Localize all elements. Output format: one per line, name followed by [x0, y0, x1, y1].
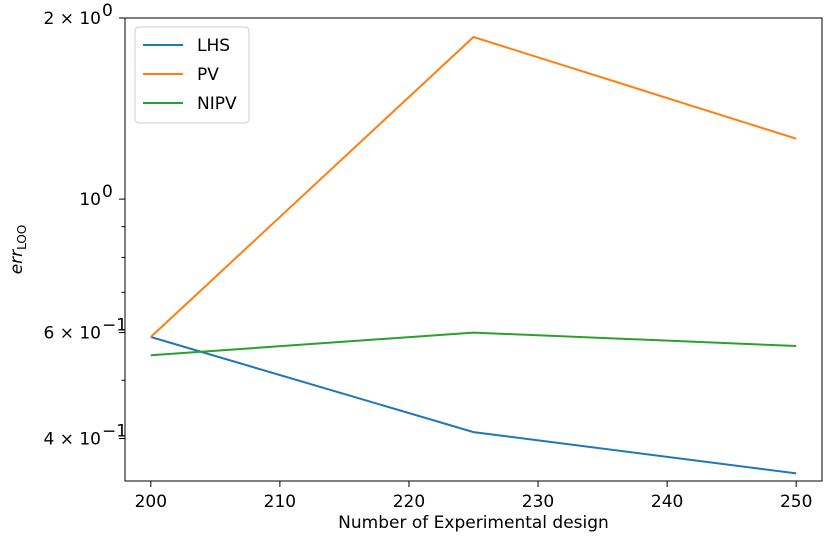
- y-axis-label-main: err: [7, 249, 27, 274]
- y-tick-exponent: −1: [102, 316, 127, 336]
- y-axis-label-subscript: LOO: [15, 225, 29, 250]
- y-axis-label: errLOO: [7, 225, 29, 275]
- x-tick-label: 230: [522, 492, 554, 512]
- legend-label-lhs: LHS: [197, 36, 230, 56]
- y-tick-label: 2 × 10: [44, 9, 102, 29]
- x-tick-label: 210: [264, 492, 296, 512]
- legend-box: [134, 26, 250, 124]
- legend: LHS PV NIPV: [134, 26, 250, 124]
- y-tick-exponent: 0: [102, 1, 113, 21]
- series-layer: [150, 35, 797, 475]
- y-tick-exponent: 0: [102, 182, 113, 202]
- y-axis: 2 × 10 010 06 × 10 −14 × 10 −1: [44, 1, 128, 450]
- plot-frame: [124, 17, 823, 482]
- legend-label-nipv: NIPV: [197, 94, 237, 114]
- x-tick-label: 250: [780, 492, 812, 512]
- y-tick-exponent: −1: [102, 422, 127, 442]
- legend-label-pv: PV: [197, 65, 219, 85]
- x-tick-label: 240: [651, 492, 683, 512]
- x-tick-label: 200: [135, 492, 167, 512]
- x-axis-label: Number of Experimental design: [338, 513, 609, 533]
- series-line-pv: [150, 35, 797, 338]
- series-line-nipv: [150, 331, 797, 357]
- series-line-lhs: [150, 336, 797, 475]
- y-tick-label: 4 × 10: [44, 430, 102, 450]
- y-tick-label: 6 × 10: [44, 324, 102, 344]
- x-tick-label: 220: [393, 492, 425, 512]
- y-tick-label: 10: [79, 190, 101, 210]
- x-axis: 200 210 220 230 240 250: [135, 481, 812, 512]
